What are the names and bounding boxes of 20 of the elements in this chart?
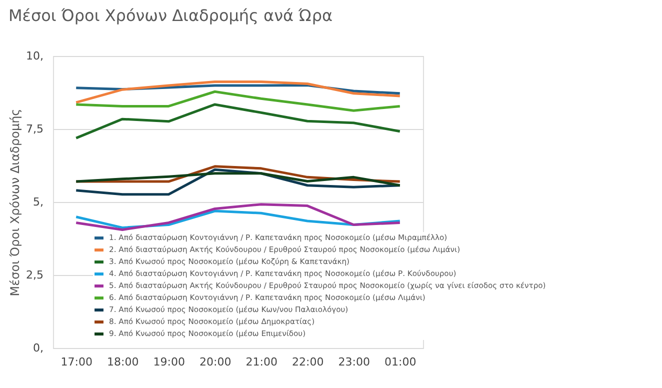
x-tick-label: 20:00 xyxy=(200,356,232,368)
y-tick-label: 5, xyxy=(33,196,44,208)
y-axis-title: Μέσοι Όροι Χρόνων Διαδρομής xyxy=(8,108,22,296)
x-tick-label: 21:00 xyxy=(246,356,278,368)
line-series xyxy=(74,203,402,231)
y-tick-label: 0, xyxy=(33,342,44,354)
line-series xyxy=(74,172,402,187)
line-series xyxy=(74,80,402,104)
x-tick-label: 01:00 xyxy=(384,356,416,368)
x-tick-label: 19:00 xyxy=(153,356,185,368)
x-tick-label: 22:00 xyxy=(292,356,324,368)
chart-title: Μέσοι Όροι Χρόνων Διαδρομής ανά Ώρα xyxy=(8,6,333,25)
y-tick-label: 7,5 xyxy=(26,122,44,136)
y-tick-label: 2,5 xyxy=(26,268,44,282)
x-tick-label: 18:00 xyxy=(107,356,139,368)
x-tick-label: 17:00 xyxy=(60,356,92,368)
line-series xyxy=(74,90,402,112)
y-tick-label: 10, xyxy=(26,50,44,62)
line-series xyxy=(74,103,402,140)
x-tick-label: 23:00 xyxy=(338,356,370,368)
